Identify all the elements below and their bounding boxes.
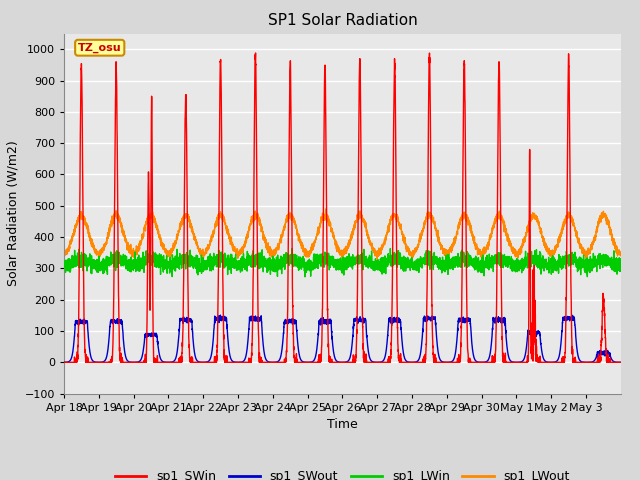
Y-axis label: Solar Radiation (W/m2): Solar Radiation (W/m2) <box>6 141 19 287</box>
Legend: sp1_SWin, sp1_SWout, sp1_LWin, sp1_LWout: sp1_SWin, sp1_SWout, sp1_LWin, sp1_LWout <box>110 465 575 480</box>
X-axis label: Time: Time <box>327 418 358 431</box>
Title: SP1 Solar Radiation: SP1 Solar Radiation <box>268 13 417 28</box>
Text: TZ_osu: TZ_osu <box>78 43 122 53</box>
